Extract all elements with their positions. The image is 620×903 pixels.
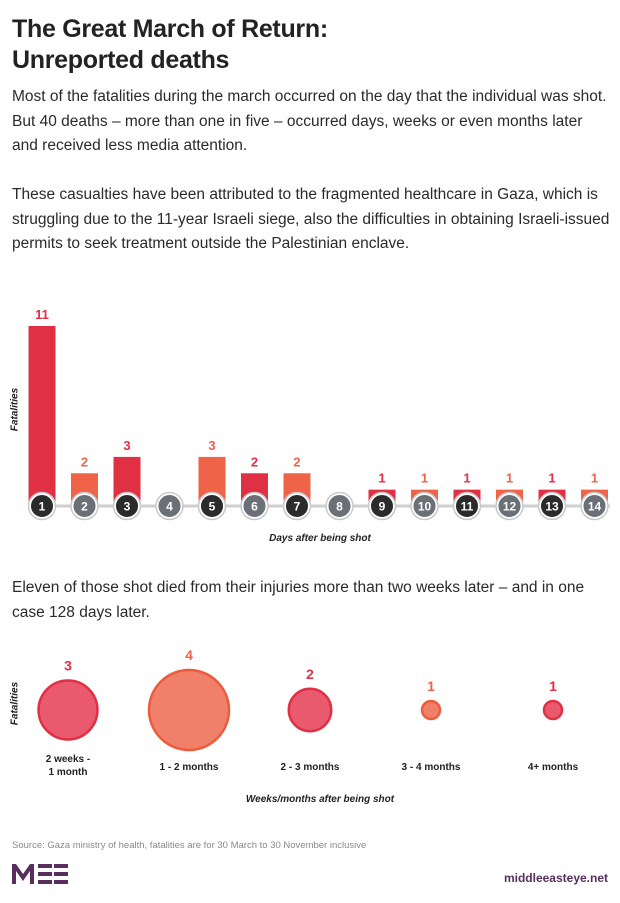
x-tick-label: 8 — [336, 500, 343, 514]
bar-value-label: 1 — [548, 471, 555, 486]
day-marker-13 — [539, 493, 565, 519]
day-marker-3 — [114, 493, 140, 519]
day-marker-ring — [410, 491, 439, 521]
day-marker-ring — [70, 491, 99, 521]
x-tick-label: 2 — [81, 500, 88, 514]
day-marker-10 — [411, 493, 438, 519]
x-tick-label: 3 — [124, 500, 131, 514]
day-marker-ring — [367, 491, 397, 521]
bar-value-label: 3 — [123, 438, 130, 453]
bubble-value-label: 1 — [549, 678, 557, 694]
day-marker-ring — [452, 491, 482, 521]
x-tick-label: 12 — [503, 500, 517, 514]
day-marker-7 — [284, 493, 310, 519]
x-tick-label: 5 — [209, 500, 216, 514]
day-marker-ring — [240, 491, 269, 521]
bar-value-label: 1 — [591, 471, 598, 486]
intro-paragraph-2: These casualties have been attributed to… — [12, 186, 610, 252]
x-tick-label: 7 — [294, 500, 301, 514]
bar-day-1 — [28, 326, 56, 506]
mee-logo-mark — [12, 864, 68, 884]
bar-value-label: 2 — [81, 454, 88, 469]
bubble-value-label: 3 — [64, 658, 72, 674]
day-marker-ring — [537, 491, 567, 521]
title-line-1: The Great March of Return: — [12, 15, 328, 43]
bubble-category-label: 4+ months — [528, 762, 579, 773]
day-marker-ring — [580, 491, 609, 521]
day-marker-14 — [581, 493, 608, 519]
day-marker-5 — [199, 493, 225, 519]
bar-value-label: 2 — [293, 454, 300, 469]
x-tick-label: 10 — [418, 500, 432, 514]
day-marker-1 — [29, 493, 55, 519]
bar-value-label: 1 — [421, 471, 428, 486]
bubble-4 — [420, 699, 442, 721]
bar-value-label: 1 — [378, 471, 385, 486]
bar-value-label: 1 — [463, 471, 470, 486]
site-url[interactable]: middleeasteye.net — [503, 871, 608, 885]
bubble-category-label: 1 - 2 months — [160, 762, 219, 773]
bar-value-label: 2 — [251, 454, 258, 469]
bubble-chart-x-label: Weeks/months after being shot — [245, 794, 395, 805]
bubble-category-label: 2 - 3 months — [281, 762, 340, 773]
x-tick-label: 1 — [39, 500, 46, 514]
chart-title: The Great March of Return: Unreported de… — [12, 14, 612, 76]
day-marker-ring — [325, 491, 354, 521]
x-tick-label: 9 — [379, 500, 386, 514]
day-marker-ring — [282, 491, 312, 521]
day-marker-11 — [454, 493, 480, 519]
day-marker-ring — [27, 491, 57, 521]
bubble-value-label: 2 — [306, 666, 314, 682]
day-marker-2 — [71, 493, 98, 519]
day-marker-6 — [241, 493, 268, 519]
bubble-value-label: 1 — [427, 678, 435, 694]
x-tick-label: 11 — [461, 500, 474, 514]
day-marker-ring — [112, 491, 142, 521]
day-marker-8 — [326, 493, 353, 519]
x-tick-label: 14 — [588, 500, 602, 514]
bar-value-label: 11 — [35, 307, 49, 322]
bubble-2 — [147, 668, 231, 752]
bar-value-label: 3 — [208, 438, 215, 453]
day-marker-12 — [496, 493, 523, 519]
source-note: Source: Gaza ministry of health, fatalit… — [12, 840, 367, 851]
mid-paragraph: Eleven of those shot died from their inj… — [12, 579, 585, 621]
day-marker-ring — [155, 491, 184, 521]
bubble-5 — [542, 699, 564, 721]
bubble-category-label: 2 weeks -1 month — [46, 754, 90, 778]
day-marker-9 — [369, 493, 395, 519]
x-tick-label: 13 — [545, 500, 559, 514]
bar-chart-x-label: Days after being shot — [269, 533, 371, 544]
x-tick-label: 6 — [251, 500, 258, 514]
day-marker-ring — [495, 491, 524, 521]
bubble-3 — [287, 687, 333, 733]
x-tick-label: 4 — [166, 500, 173, 514]
bubble-1 — [37, 679, 99, 741]
title-line-2: Unreported deaths — [12, 46, 230, 74]
bubble-value-label: 4 — [185, 647, 193, 663]
bar-value-label: 1 — [506, 471, 513, 486]
bubble-category-label: 3 - 4 months — [402, 762, 461, 773]
day-marker-ring — [197, 491, 227, 521]
day-marker-4 — [156, 493, 183, 519]
intro-paragraph-1: Most of the fatalities during the march … — [12, 88, 607, 154]
